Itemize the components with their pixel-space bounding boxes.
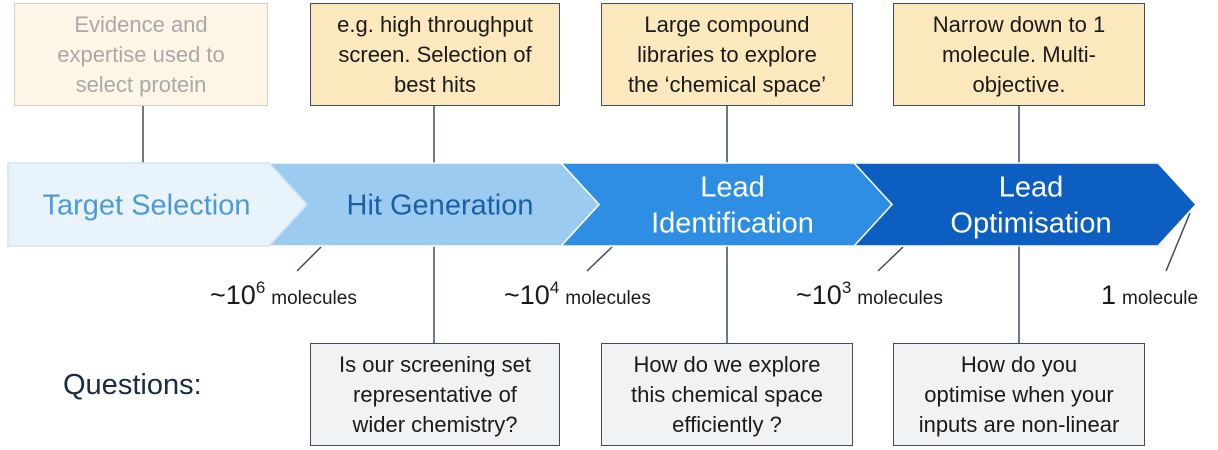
top-box-lead-identification: Large compound libraries to explore the … bbox=[601, 3, 853, 106]
stage-label-lead-optimisation: Optimisation bbox=[950, 208, 1111, 240]
top-box-text: Narrow down to 1 molecule. Multi- object… bbox=[932, 11, 1106, 97]
stage-arrow-target-selection bbox=[7, 162, 309, 247]
question-box-hit-generation: Is our screening set representative of w… bbox=[310, 343, 560, 446]
count-tick-1 bbox=[296, 246, 322, 272]
stage-label-target-selection: Target Selection bbox=[43, 190, 251, 222]
molecule-count-1: ~106molecules bbox=[210, 278, 357, 310]
questions-label: Questions: bbox=[63, 369, 202, 401]
top-box-hit-generation: e.g. high throughput screen. Selection o… bbox=[310, 3, 560, 106]
question-text: Is our screening set representative of w… bbox=[339, 351, 531, 437]
question-box-lead-optimisation: How do you optimise when your inputs are… bbox=[893, 343, 1145, 446]
top-box-lead-optimisation: Narrow down to 1 molecule. Multi- object… bbox=[893, 3, 1145, 106]
question-text: How do we explore this chemical space ef… bbox=[631, 351, 823, 437]
stage-label-lead-identification: Identification bbox=[651, 208, 814, 240]
top-box-text: Evidence and expertise used to select pr… bbox=[57, 11, 225, 97]
stage-label-hit-generation: Hit Generation bbox=[347, 190, 534, 222]
top-box-text: Large compound libraries to explore the … bbox=[627, 11, 827, 97]
molecule-count-2: ~104molecules bbox=[504, 278, 651, 310]
count-tick-2 bbox=[586, 246, 613, 272]
molecule-count-3: ~103molecules bbox=[796, 278, 943, 310]
question-text: How do you optimise when your inputs are… bbox=[918, 351, 1120, 437]
question-box-lead-identification: How do we explore this chemical space ef… bbox=[601, 343, 853, 446]
molecule-count-4: 1 molecule bbox=[1101, 280, 1199, 310]
top-box-text: e.g. high throughput screen. Selection o… bbox=[337, 11, 533, 97]
stage-label-lead-identification: Lead bbox=[700, 172, 765, 204]
top-box-target-selection: Evidence and expertise used to select pr… bbox=[14, 3, 268, 106]
stage-label-lead-optimisation: Lead bbox=[999, 172, 1064, 204]
count-tick-3 bbox=[877, 246, 904, 272]
count-tick-4 bbox=[1165, 212, 1191, 272]
